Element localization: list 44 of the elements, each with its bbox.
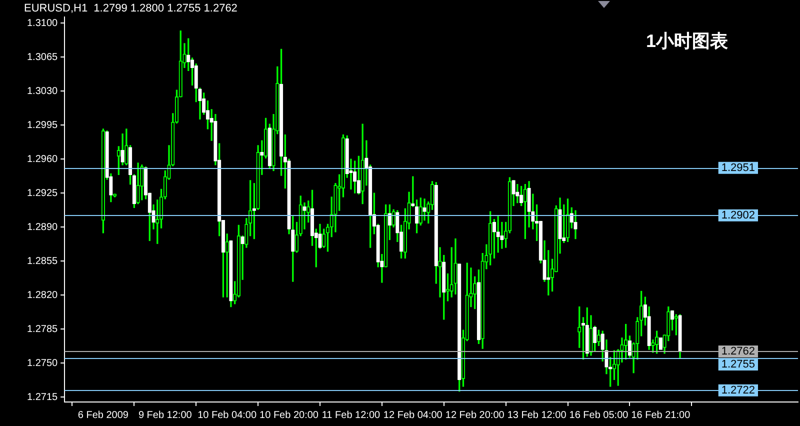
x-tick-label: 13 Feb 12:00 — [507, 410, 567, 421]
x-tick-label: 9 Feb 12:00 — [138, 410, 192, 421]
candlestick — [654, 330, 659, 354]
candlestick — [574, 210, 578, 240]
y-tick-label: 1.2960 — [26, 154, 58, 165]
ref-line-label: 1.2902 — [721, 209, 756, 222]
y-tick-label: 1.2855 — [26, 256, 58, 267]
x-tick-label: 16 Feb 05:00 — [569, 410, 629, 421]
y-tick-label: 1.2785 — [26, 324, 58, 335]
candlestick — [516, 184, 520, 204]
candlestick — [589, 315, 593, 356]
y-tick-label: 1.2890 — [26, 222, 58, 233]
x-tick-label: 12 Feb 20:00 — [445, 410, 505, 421]
candlestick — [136, 162, 140, 204]
x-tick-label: 10 Feb 04:00 — [198, 410, 257, 421]
ref-line-label: 1.2755 — [721, 358, 756, 370]
ref-line-label: 1.2762 — [721, 346, 756, 358]
x-tick-label: 10 Feb 20:00 — [260, 410, 319, 421]
ref-line-label: 1.2722 — [721, 384, 756, 396]
y-tick-label: 1.3065 — [26, 52, 58, 63]
candlestick — [116, 146, 121, 175]
x-tick-label: 16 Feb 21:00 — [631, 410, 691, 421]
annotation: 1小时图表 — [646, 31, 728, 52]
ref-line-label: 1.2951 — [721, 162, 756, 174]
x-tick-label: 11 Feb 12:00 — [322, 410, 380, 421]
y-tick-label: 1.2820 — [26, 290, 58, 301]
y-tick-label: 1.3030 — [26, 86, 58, 97]
y-tick-label: 1.2715 — [26, 392, 58, 403]
x-tick-label: 6 Feb 2009 — [78, 410, 129, 421]
candlestick — [678, 314, 682, 359]
candlestick — [596, 330, 601, 346]
candlestick — [422, 198, 426, 221]
candlestick — [225, 234, 229, 298]
candlestick — [360, 124, 364, 204]
y-tick-label: 1.3100 — [26, 18, 58, 29]
y-tick-label: 1.2925 — [26, 188, 58, 199]
candlestick — [658, 338, 663, 350]
chart-title: EURUSD,H1 1.2799 1.2800 1.2755 1.2762 — [24, 2, 238, 15]
candlestick — [454, 238, 458, 294]
y-tick-label: 1.2995 — [26, 120, 58, 131]
y-tick-label: 1.2750 — [26, 358, 58, 369]
candlestick — [624, 324, 628, 360]
x-tick-label: 12 Feb 04:00 — [383, 410, 443, 421]
candlestick — [674, 314, 678, 336]
